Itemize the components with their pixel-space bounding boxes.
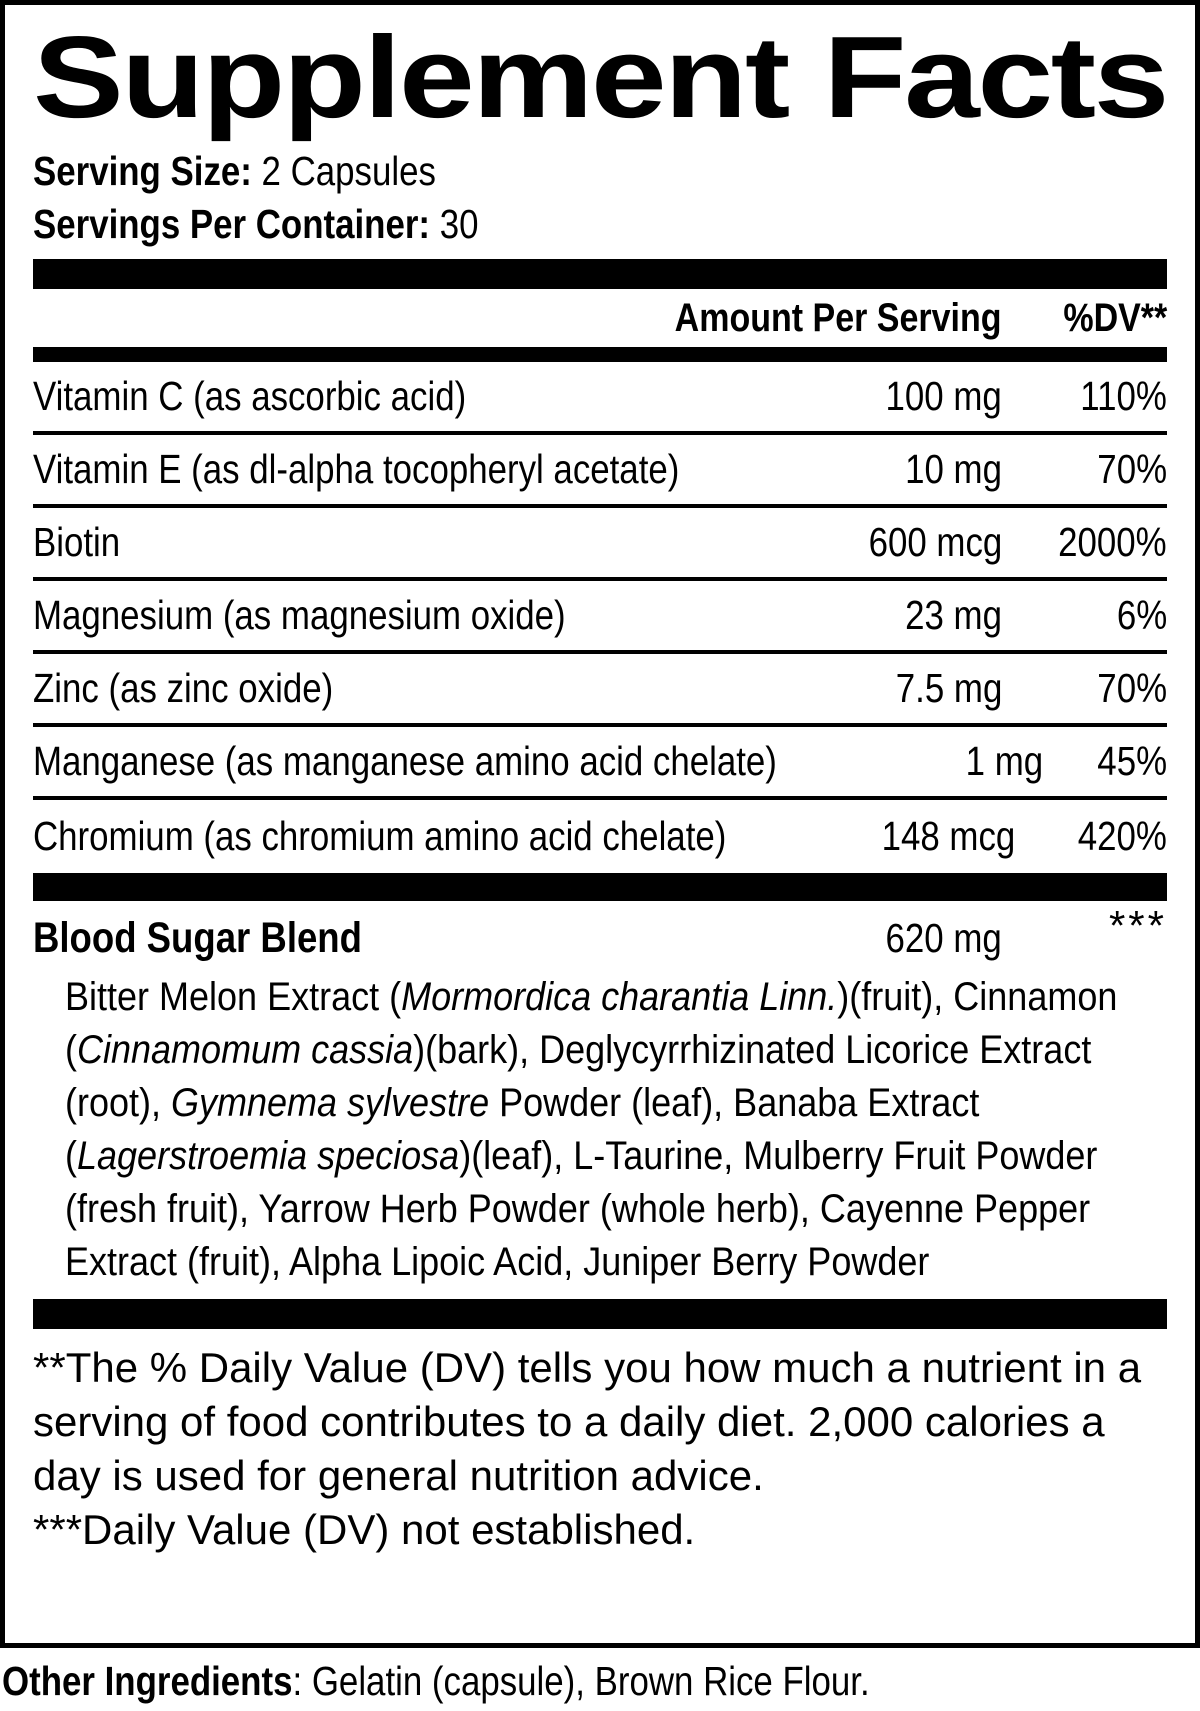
nutrient-row: Biotin 600 mcg 2000% [33, 508, 1167, 581]
blend-name: Blood Sugar Blend [33, 913, 362, 962]
other-ingredients-line: Other Ingredients: Gelatin (capsule), Br… [2, 1658, 1023, 1705]
nutrient-amount: 10 mg [905, 446, 1002, 492]
servings-per-container-label: Servings Per Container: [33, 201, 431, 247]
daily-value-footnote: **The % Daily Value (DV) tells you how m… [33, 1344, 1142, 1499]
botanical-name: Lagerstroemia speciosa [76, 1134, 460, 1178]
nutrient-name: Vitamin C (as ascorbic acid) [33, 373, 467, 419]
ingredient-text: Bitter Melon Extract ( [65, 975, 402, 1019]
ingredient-text: )(fruit), Cinnamon ( [65, 975, 1118, 1072]
nutrient-name: Biotin [33, 519, 121, 565]
nutrient-amount: 100 mg [885, 373, 1002, 419]
amount-per-serving-header: Amount Per Serving [675, 295, 1002, 340]
servings-per-container-line: Servings Per Container: 30 [33, 198, 1167, 251]
nutrient-name: Vitamin E (as dl-alpha tocopheryl acetat… [33, 446, 680, 492]
nutrient-name: Zinc (as zinc oxide) [33, 665, 334, 711]
serving-size-label: Serving Size: [33, 148, 252, 194]
blend-dv-asterisks: *** [1108, 902, 1167, 949]
nutrient-dv: 6% [1116, 592, 1167, 638]
other-ingredients-label: Other Ingredients [2, 1658, 293, 1704]
ingredient-text: )(leaf), L-Taurine, Mulberry Fruit Powde… [65, 1134, 1098, 1284]
page-title: Supplement Facts [33, 12, 1169, 142]
nutrient-row: Manganese (as manganese amino acid chela… [33, 727, 1167, 800]
botanical-name: Cinnamomum cassia [76, 1028, 414, 1072]
nutrient-table: Vitamin C (as ascorbic acid) 100 mg 110% Vi… [33, 362, 1167, 873]
supplement-facts-panel: Supplement Facts Serving Size: 2 Capsule… [0, 0, 1200, 1648]
divider-bar-blend [33, 873, 1167, 901]
nutrient-name: Manganese (as manganese amino acid chela… [33, 738, 777, 784]
page-title-text: Supplement Facts [33, 12, 1169, 142]
serving-size-value: 2 Capsules [261, 148, 436, 194]
blend-amount: 620 mg [885, 914, 1002, 961]
nutrient-row: Chromium (as chromium amino acid chelate… [33, 800, 1167, 873]
nutrient-amount: 23 mg [905, 592, 1002, 638]
blend-row: Blood Sugar Blend 620 mg *** [33, 902, 1167, 965]
divider-bar-header [33, 347, 1167, 362]
botanical-name: Gymnema sylvestre [171, 1081, 490, 1125]
nutrient-name: Magnesium (as magnesium oxide) [33, 592, 566, 638]
blend-ingredients-list: Bitter Melon Extract (Mormordica charant… [65, 971, 1163, 1289]
nutrient-amount: 1 mg [965, 738, 1044, 784]
other-ingredients-value: : Gelatin (capsule), Brown Rice Flour. [292, 1658, 870, 1704]
botanical-name: Mormordica charantia Linn. [401, 975, 838, 1019]
not-established-footnote: ***Daily Value (DV) not established. [33, 1506, 696, 1553]
dv-header: %DV** [1063, 295, 1167, 340]
nutrient-name: Chromium (as chromium amino acid chelate… [33, 813, 727, 859]
nutrient-row: Vitamin E (as dl-alpha tocopheryl acetat… [33, 435, 1167, 508]
nutrient-amount: 7.5 mg [895, 665, 1002, 711]
nutrient-row: Zinc (as zinc oxide) 7.5 mg 70% [33, 654, 1167, 727]
nutrient-dv: 2000% [1058, 519, 1167, 565]
nutrient-row: Vitamin C (as ascorbic acid) 100 mg 110% [33, 362, 1167, 435]
serving-info: Serving Size: 2 Capsules Servings Per Co… [33, 145, 1167, 251]
column-header-row: Amount Per Serving %DV** [33, 289, 1167, 347]
nutrient-dv: 110% [1080, 373, 1167, 419]
nutrient-dv: 70% [1097, 665, 1167, 711]
ingredient-text: )(bark), Deglycyrrhizinated Licorice Ext… [65, 1028, 1092, 1125]
nutrient-dv: 45% [1097, 738, 1167, 784]
nutrient-amount: 148 mcg [881, 813, 1015, 859]
nutrient-dv: 70% [1097, 446, 1167, 492]
divider-bar-thick-top [33, 259, 1167, 289]
nutrient-dv: 420% [1077, 813, 1167, 859]
serving-size-line: Serving Size: 2 Capsules [33, 145, 1167, 198]
ingredient-text: Powder (leaf), Banaba Extract ( [65, 1081, 980, 1178]
nutrient-row: Magnesium (as magnesium oxide) 23 mg 6% [33, 581, 1167, 654]
servings-per-container-value: 30 [439, 201, 479, 247]
divider-bar-footnote [33, 1299, 1167, 1329]
nutrient-amount: 600 mcg [868, 519, 1002, 565]
